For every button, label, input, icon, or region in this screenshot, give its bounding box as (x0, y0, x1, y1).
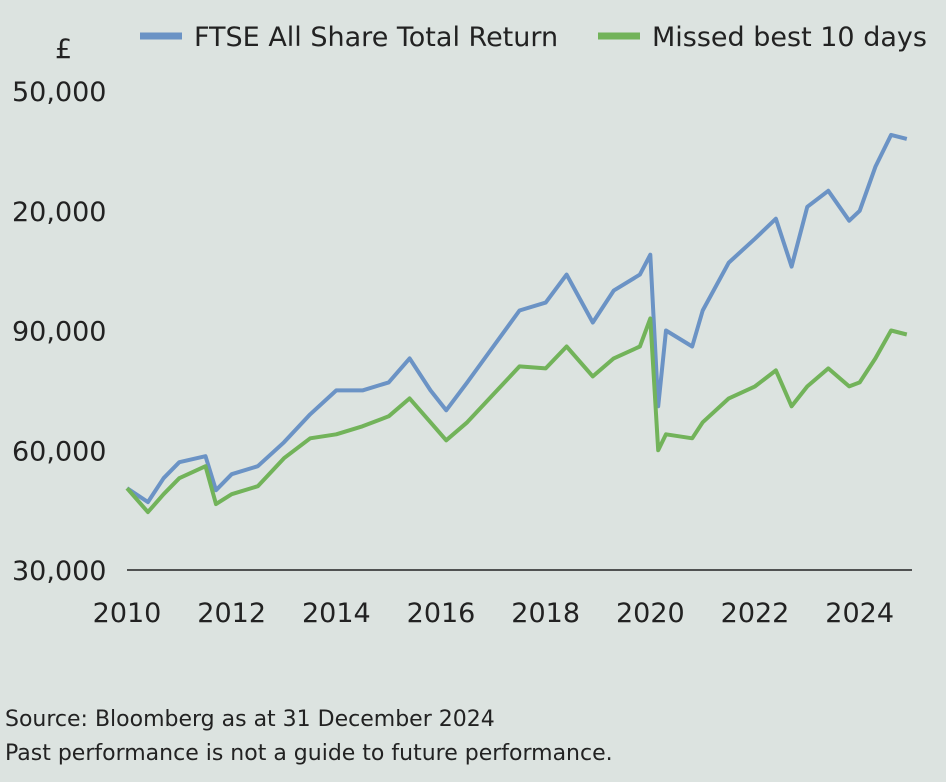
y-unit-label: £ (55, 34, 72, 65)
x-tick-label: 2024 (825, 598, 894, 629)
legend-label: FTSE All Share Total Return (194, 22, 558, 53)
y-tick-label: 50,000 (12, 77, 106, 108)
y-tick-label: 60,000 (12, 436, 106, 467)
source-note: Source: Bloomberg as at 31 December 2024 (5, 707, 495, 732)
y-tick-label: 20,000 (12, 197, 106, 228)
x-tick-label: 2022 (721, 598, 790, 629)
x-tick-label: 2014 (302, 598, 371, 629)
disclaimer-note: Past performance is not a guide to futur… (5, 741, 613, 766)
series-line (125, 132, 908, 505)
x-tick-label: 2018 (511, 598, 580, 629)
y-tick-label: 90,000 (12, 317, 106, 348)
x-tick-label: 2012 (197, 598, 266, 629)
legend-label: Missed best 10 days (652, 22, 927, 53)
series-line (125, 316, 908, 515)
x-tick-label: 2016 (407, 598, 476, 629)
x-tick-label: 2010 (93, 598, 162, 629)
x-tick-label: 2020 (616, 598, 685, 629)
y-tick-label: 30,000 (12, 556, 106, 587)
